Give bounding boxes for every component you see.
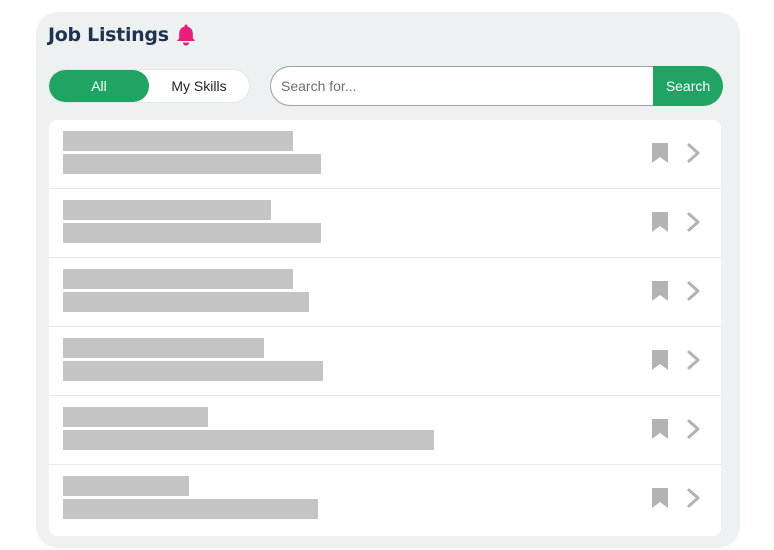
chevron-right-icon[interactable] [686, 487, 702, 509]
placeholder-title-bar [63, 131, 293, 151]
placeholder-subtitle-bar [63, 499, 318, 519]
page-title: Job Listings [48, 24, 169, 46]
search-bar: Search [270, 66, 723, 106]
job-listing-row[interactable] [49, 327, 721, 396]
placeholder-subtitle-bar [63, 430, 434, 450]
job-listings-panel: Job Listings All My Skills Search [36, 12, 740, 548]
chevron-right-icon[interactable] [686, 418, 702, 440]
chevron-right-icon[interactable] [686, 280, 702, 302]
filter-all-button[interactable]: All [49, 70, 149, 102]
bookmark-icon[interactable] [651, 280, 669, 302]
bell-icon[interactable] [175, 23, 197, 47]
placeholder-title-bar [63, 200, 271, 220]
job-list [49, 120, 721, 536]
job-listing-row[interactable] [49, 120, 721, 189]
job-listing-row[interactable] [49, 396, 721, 465]
job-listing-row[interactable] [49, 465, 721, 534]
filter-my-skills-button[interactable]: My Skills [171, 78, 227, 94]
placeholder-subtitle-bar [63, 154, 321, 174]
bookmark-icon[interactable] [651, 487, 669, 509]
placeholder-title-bar [63, 338, 264, 358]
bookmark-icon[interactable] [651, 418, 669, 440]
placeholder-title-bar [63, 269, 293, 289]
bookmark-icon[interactable] [651, 211, 669, 233]
placeholder-title-bar [63, 407, 208, 427]
listing-filter-toggle: All My Skills [49, 70, 249, 102]
search-input[interactable] [270, 66, 653, 106]
panel-header: Job Listings [48, 20, 197, 50]
placeholder-subtitle-bar [63, 361, 323, 381]
chevron-right-icon[interactable] [686, 211, 702, 233]
chevron-right-icon[interactable] [686, 349, 702, 371]
bookmark-icon[interactable] [651, 349, 669, 371]
placeholder-subtitle-bar [63, 223, 321, 243]
job-listing-row[interactable] [49, 189, 721, 258]
placeholder-title-bar [63, 476, 189, 496]
placeholder-subtitle-bar [63, 292, 309, 312]
chevron-right-icon[interactable] [686, 142, 702, 164]
search-button[interactable]: Search [653, 66, 723, 106]
bookmark-icon[interactable] [651, 142, 669, 164]
job-listing-row[interactable] [49, 258, 721, 327]
